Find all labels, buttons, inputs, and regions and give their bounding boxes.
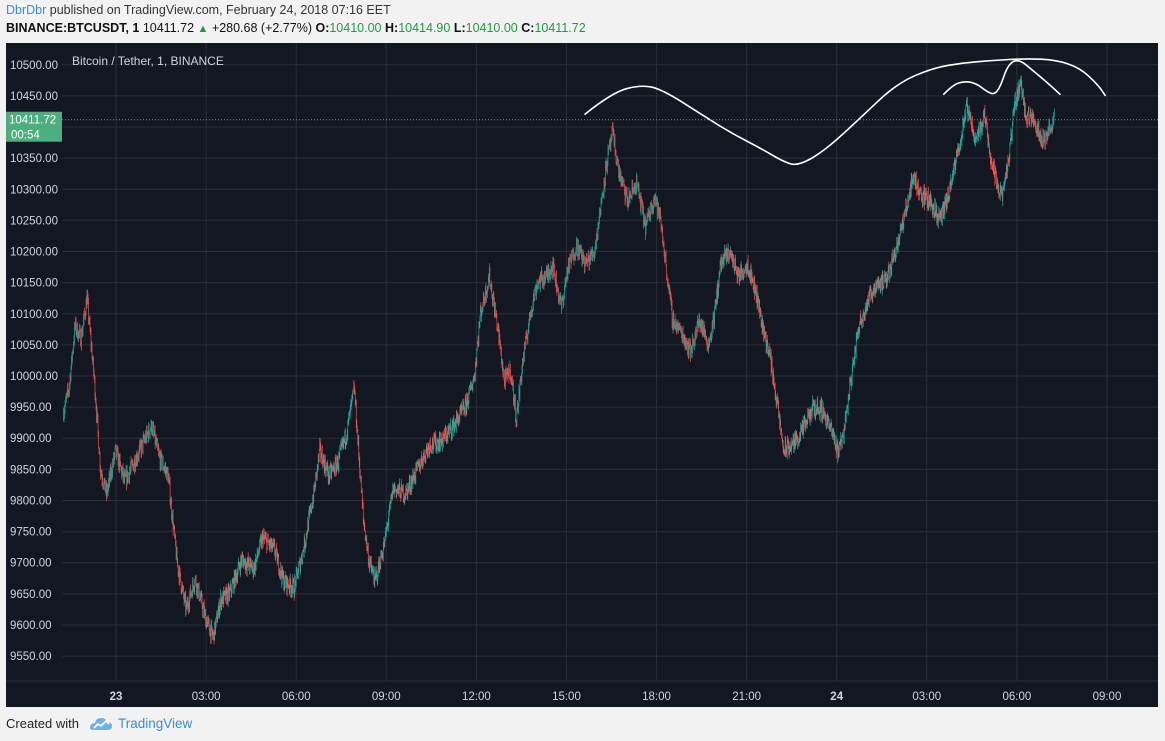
candles [63, 75, 1055, 645]
time-tick-label: 12:00 [462, 691, 491, 703]
tradingview-link[interactable]: TradingView [118, 716, 193, 731]
drawing-left-arc[interactable] [583, 58, 1107, 166]
created-with-text: Created with [6, 716, 79, 731]
low-label: L: [453, 21, 466, 35]
open-label: O: [315, 21, 330, 35]
price-axis-background [6, 43, 62, 707]
price-tick-label: 10000.00 [10, 371, 58, 383]
symbol-label: BINANCE:BTCUSDT, 1 [6, 21, 140, 35]
time-tick-label: 24 [830, 691, 843, 703]
price-tick-label: 9850.00 [10, 464, 52, 476]
plot-background [6, 43, 1158, 707]
tradingview-logo-icon[interactable] [88, 714, 114, 732]
time-tick-label: 15:00 [552, 691, 581, 703]
price-tick-label: 10200.00 [10, 247, 58, 259]
chart-header: DbrDbr published on TradingView.com, Feb… [0, 0, 1165, 42]
time-tick-label: 03:00 [192, 691, 221, 703]
time-tick-label: 03:00 [912, 691, 941, 703]
open-value: 10410.00 [329, 21, 382, 35]
time-axis[interactable]: 23 03:00 06:00 09:00 12:00 15:00 18:00 21:00 24 0… [110, 691, 1122, 703]
time-tick-label: 09:00 [1093, 691, 1122, 703]
change-value: +280.68 (+2.77%) [211, 21, 312, 35]
user-drawings[interactable] [583, 58, 1107, 166]
price-axis[interactable]: 9550.00 9600.00 9650.00 9700.00 9750.00 9800.… [10, 60, 58, 663]
candlestick-chart[interactable]: 9550.00 9600.00 9650.00 9700.00 9750.00 9800.… [6, 43, 1158, 707]
price-tick-label: 10450.00 [10, 91, 58, 103]
high-label: H: [384, 21, 399, 35]
price-tick-label: 9950.00 [10, 402, 52, 414]
price-tick-label: 10050.00 [10, 340, 58, 352]
footer: Created with TradingView [6, 712, 406, 736]
close-label: C: [521, 21, 535, 35]
up-triangle-icon: ▲ [197, 23, 209, 35]
low-value: 10410.00 [465, 21, 518, 35]
price-tick-label: 9700.00 [10, 558, 52, 570]
publish-line: DbrDbr published on TradingView.com, Feb… [6, 3, 391, 17]
price-tick-label: 9550.00 [10, 651, 52, 663]
price-tick-label: 9650.00 [10, 589, 52, 601]
chart-area[interactable]: 9550.00 9600.00 9650.00 9700.00 9750.00 9800.… [6, 43, 1158, 707]
price-tick-label: 10300.00 [10, 184, 58, 196]
price-tick-label: 9900.00 [10, 433, 52, 445]
high-value: 10414.90 [398, 21, 451, 35]
time-tick-label: 23 [110, 691, 123, 703]
time-tick-label: 21:00 [732, 691, 761, 703]
chart-title: Bitcoin / Tether, 1, BINANCE [72, 54, 224, 68]
price-tick-label: 10350.00 [10, 153, 58, 165]
drawing-small-left-arc[interactable] [942, 59, 1061, 96]
time-tick-label: 06:00 [282, 691, 311, 703]
published-text: published on TradingView.com, February 2… [46, 3, 391, 17]
countdown-timer: 00:54 [11, 130, 40, 142]
last-price-tag: 10411.72 00:54 [6, 111, 62, 142]
time-tick-label: 06:00 [1002, 691, 1031, 703]
price-tick-label: 10250.00 [10, 215, 58, 227]
price-tick-label: 10150.00 [10, 278, 58, 290]
price-tick-label: 9800.00 [10, 495, 52, 507]
price-tick-label: 9750.00 [10, 527, 52, 539]
time-tick-label: 18:00 [642, 691, 671, 703]
price-tick-label: 10500.00 [10, 60, 58, 72]
last-price-tag-value: 10411.72 [9, 115, 56, 127]
close-value: 10411.72 [534, 21, 586, 35]
last-price-tag-background [6, 111, 62, 142]
author-link[interactable]: DbrDbr [6, 3, 47, 17]
ohlc-line: BINANCE:BTCUSDT, 1 10411.72 ▲ +280.68 (+… [6, 21, 586, 35]
price-tick-label: 10100.00 [10, 309, 58, 321]
time-tick-label: 09:00 [372, 691, 401, 703]
price-tick-label: 9600.00 [10, 620, 52, 632]
last-price: 10411.72 [142, 21, 195, 35]
